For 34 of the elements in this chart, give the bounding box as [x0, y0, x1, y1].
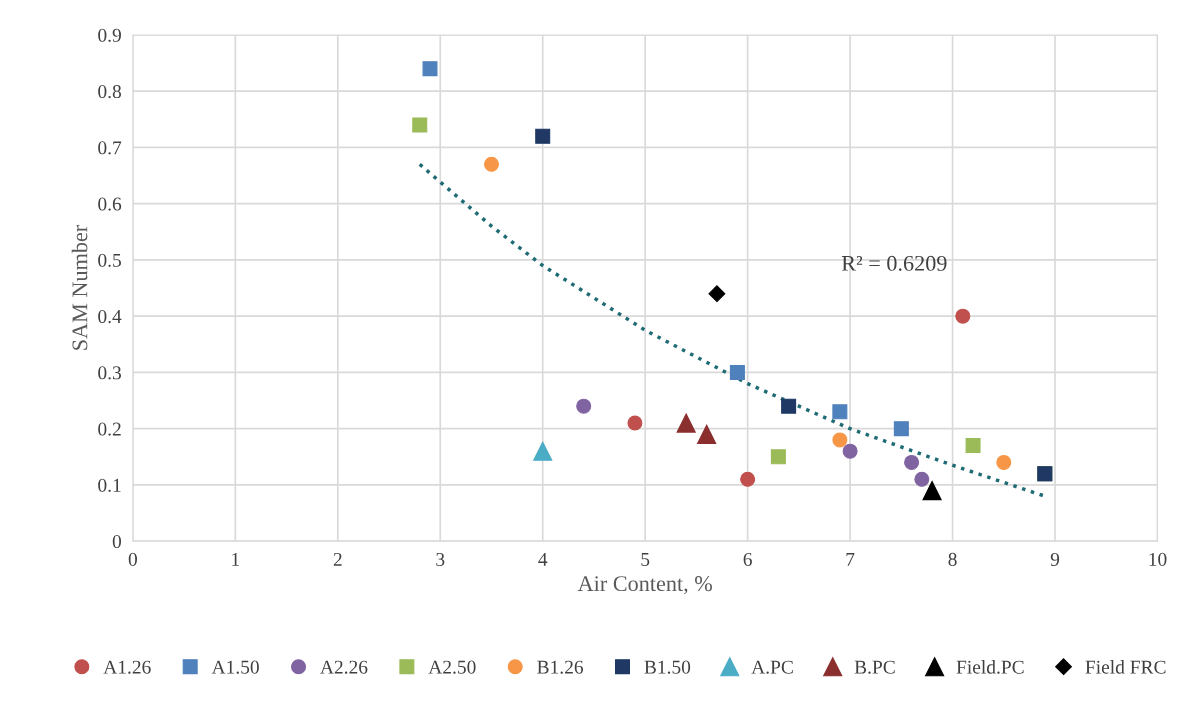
y-tick-label: 0.8 [98, 85, 122, 99]
x-tick-label: 6 [743, 552, 752, 566]
x-tick-label: 0 [128, 552, 137, 566]
legend-label: Field FRC [1085, 660, 1166, 674]
y-tick-label: 0.7 [98, 141, 122, 155]
y-tick-label: 0.6 [98, 197, 122, 211]
x-tick-label: 9 [1050, 552, 1060, 566]
legend-label: A1.50 [211, 660, 259, 674]
x-tick-label: 2 [333, 552, 342, 566]
legend-label: B.PC [854, 660, 895, 674]
annotation: R² = 0.6209 [841, 255, 947, 271]
x-tick-label: 10 [1149, 552, 1167, 566]
y-tick-label: 0.5 [98, 253, 121, 267]
legend-label: A2.26 [320, 660, 368, 674]
x-tick-label: 7 [846, 553, 855, 566]
legend-label: A1.26 [103, 660, 151, 674]
legend-label: B1.26 [537, 660, 584, 674]
x-tick-label: 5 [641, 553, 650, 566]
y-tick-label: 0.2 [98, 422, 121, 436]
x-tick-label: 3 [436, 552, 445, 566]
y-tick-label: 0.3 [98, 366, 121, 380]
y-tick-label: 0.1 [98, 478, 121, 492]
x-tick-label: 8 [948, 552, 957, 566]
x-tick-label: 1 [232, 552, 240, 566]
x-axis-title: Air Content, % [577, 576, 713, 595]
y-tick-label: 0 [112, 534, 122, 549]
legend-label: A.PC [751, 660, 793, 674]
y-tick-label: 0.4 [98, 309, 122, 324]
y-axis-title: SAM Number [71, 224, 88, 350]
legend-label: Field.PC [956, 660, 1024, 674]
x-tick-label: 4 [538, 552, 548, 566]
legend-label: B1.50 [644, 660, 691, 674]
y-tick-label: 0.9 [98, 28, 121, 42]
legend-label: A2.50 [428, 660, 476, 674]
